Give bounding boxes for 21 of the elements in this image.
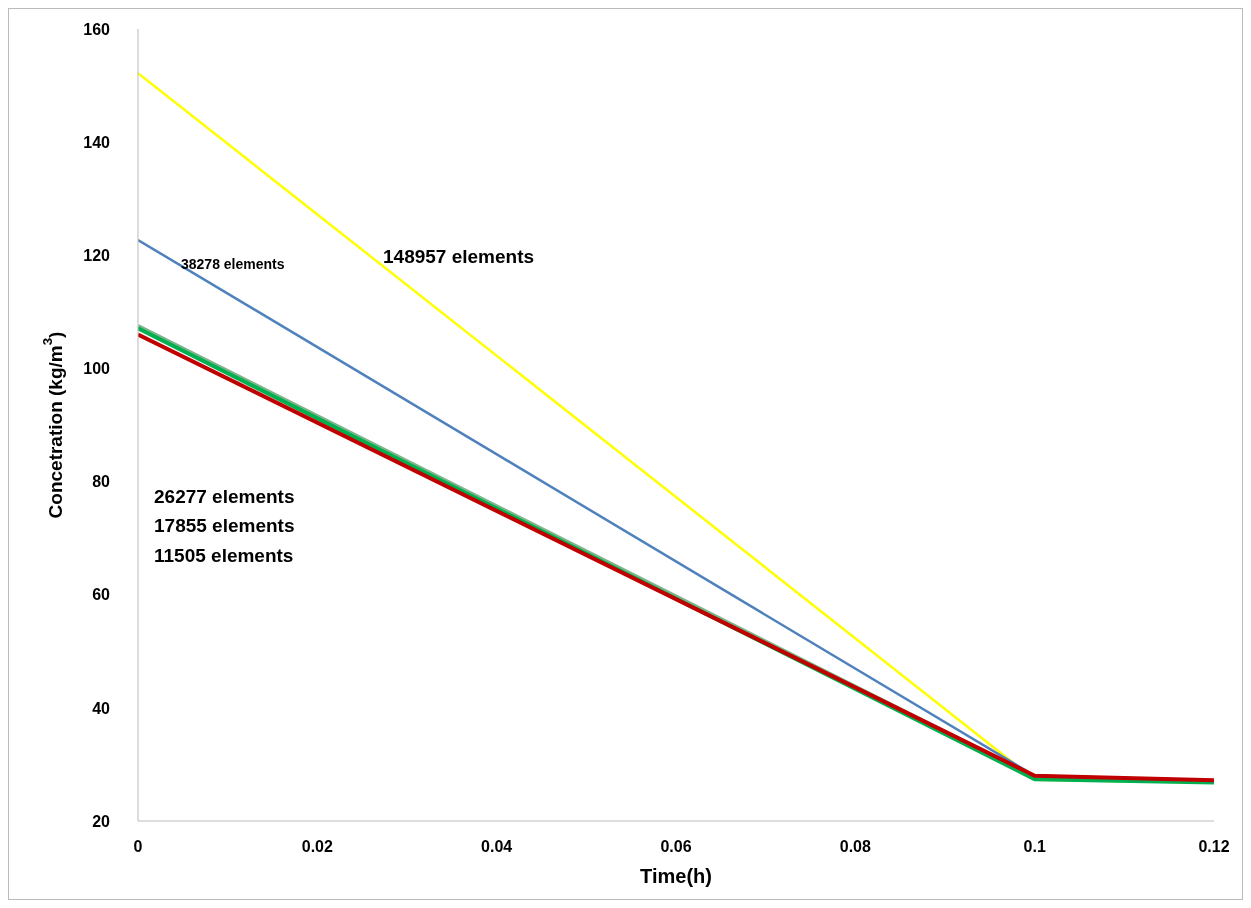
annotation: 26277 elements: [154, 486, 295, 507]
x-tick-label: 0.1: [1023, 838, 1046, 856]
series-label: 148957 elements: [383, 246, 535, 267]
y-tick-label: 80: [92, 473, 111, 491]
y-tick-label: 40: [92, 699, 111, 717]
y-tick-label: 120: [83, 246, 111, 264]
x-tick-label: 0: [133, 838, 143, 856]
x-tick-label: 0.06: [660, 838, 692, 856]
x-tick-label: 0.02: [301, 838, 334, 856]
y-tick-label: 160: [83, 20, 111, 38]
annotation: 11505 elements: [154, 545, 294, 566]
x-axis-title: Time(h): [640, 865, 712, 887]
y-tick-label: 20: [92, 812, 111, 830]
series-label: 38278 elements: [181, 256, 285, 272]
y-tick-label: 60: [92, 586, 111, 604]
y-tick-label: 100: [83, 360, 111, 378]
y-tick-label: 140: [83, 133, 111, 151]
x-tick-label: 0.04: [481, 838, 513, 856]
x-tick-label: 0.08: [839, 838, 872, 856]
x-tick-label: 0.12: [1198, 838, 1230, 856]
annotation: 17855 elements: [154, 515, 295, 536]
